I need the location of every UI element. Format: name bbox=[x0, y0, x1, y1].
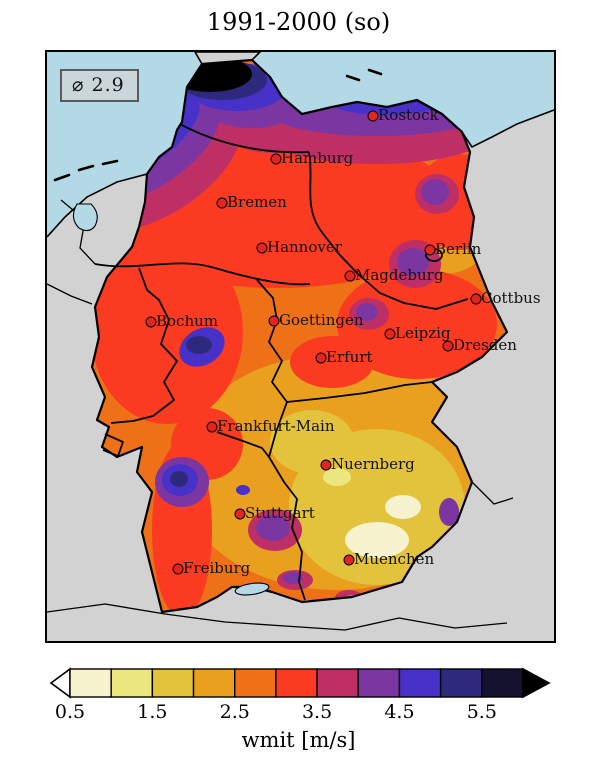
sea-area bbox=[47, 52, 554, 237]
colorbar-segment-6 bbox=[316, 668, 359, 698]
colorbar-segment-4 bbox=[234, 668, 277, 698]
colorbar-segment-0 bbox=[69, 668, 112, 698]
colorbar-svg bbox=[49, 667, 551, 699]
colorbar-ticks: 0.5 1.5 2.5 3.5 4.5 5.5 bbox=[48, 701, 552, 725]
colorbar-tick-2.5: 2.5 bbox=[219, 701, 250, 723]
average-symbol-icon: ⌀ bbox=[72, 74, 85, 96]
domain-average-box: ⌀ 2.9 bbox=[60, 69, 139, 102]
colorbar-label: wmit [m/s] bbox=[241, 728, 356, 752]
colorbar-segment-10 bbox=[481, 668, 524, 698]
colorbar-segment-2 bbox=[151, 668, 195, 698]
average-value: 2.9 bbox=[91, 74, 125, 96]
colorbar-tick-5.5: 5.5 bbox=[466, 701, 497, 723]
colorbar-segment-9 bbox=[439, 668, 483, 698]
colorbar bbox=[48, 666, 552, 700]
foreign-borders bbox=[47, 199, 514, 631]
colorbar-segment-3 bbox=[192, 668, 236, 698]
colorbar-tick-1.5: 1.5 bbox=[137, 701, 168, 723]
germany-contour-map bbox=[47, 52, 554, 641]
colorbar-tick-4.5: 4.5 bbox=[384, 701, 415, 723]
lakes bbox=[72, 203, 270, 596]
colorbar-tick-3.5: 3.5 bbox=[301, 701, 333, 723]
colorbar-over-arrow bbox=[522, 667, 551, 699]
island-marks bbox=[53, 68, 383, 182]
map-canvas bbox=[45, 50, 556, 643]
colorbar-under-arrow bbox=[49, 667, 71, 699]
colorbar-segment-1 bbox=[110, 668, 154, 698]
colorbar-segment-7 bbox=[357, 668, 401, 698]
colorbar-tick-0.5: 0.5 bbox=[54, 701, 86, 723]
colorbar-segment-5 bbox=[275, 668, 318, 698]
colorbar-segment-8 bbox=[398, 668, 442, 698]
plot-title: 1991-2000 (so) bbox=[206, 8, 391, 36]
